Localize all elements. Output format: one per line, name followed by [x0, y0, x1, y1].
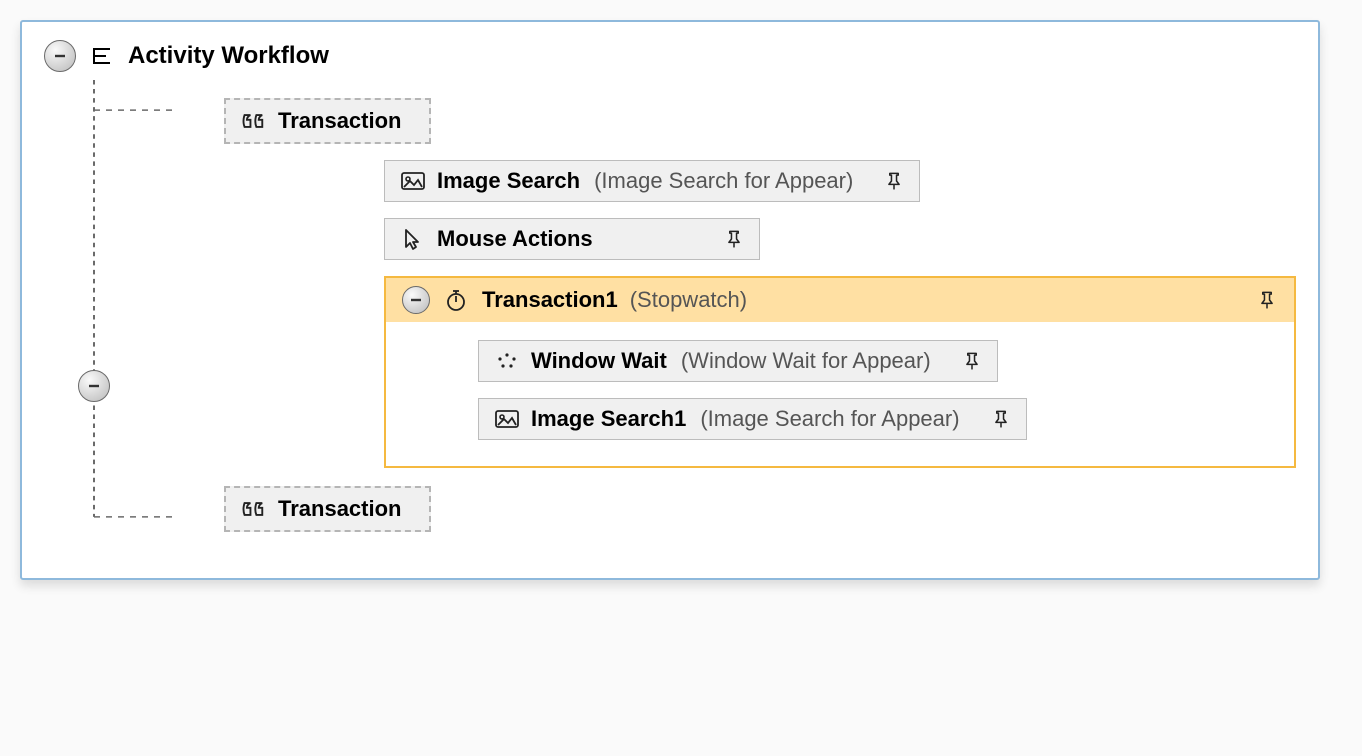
- bookend-end-label: Transaction: [278, 496, 401, 522]
- quote-icon: [240, 497, 268, 521]
- collapse-middle-button[interactable]: [78, 370, 110, 402]
- transaction1-container[interactable]: Transaction1 (Stopwatch) Window Wait (Wi…: [384, 276, 1296, 468]
- image-search1-label: Image Search1: [531, 406, 686, 432]
- bookend-start-label: Transaction: [278, 108, 401, 134]
- image-search1-desc: (Image Search for Appear): [700, 406, 959, 432]
- quote-icon: [240, 109, 268, 133]
- tree-body: Transaction Image Search (Image Search f…: [44, 80, 1296, 532]
- activity-window-wait[interactable]: Window Wait (Window Wait for Appear): [478, 340, 998, 382]
- minus-icon: [53, 49, 67, 63]
- transaction1-label: Transaction1: [482, 287, 618, 313]
- pin-icon[interactable]: [723, 228, 745, 250]
- transaction-end-bookend[interactable]: Transaction: [224, 486, 431, 532]
- pin-icon[interactable]: [1256, 289, 1278, 311]
- tree-connector: [44, 80, 174, 532]
- collapse-root-button[interactable]: [44, 40, 76, 72]
- pin-icon[interactable]: [990, 408, 1012, 430]
- collapse-transaction1-button[interactable]: [402, 286, 430, 314]
- activity-image-search1[interactable]: Image Search1 (Image Search for Appear): [478, 398, 1027, 440]
- wait-icon: [493, 349, 521, 373]
- image-search-label: Image Search: [437, 168, 580, 194]
- transaction1-children: Window Wait (Window Wait for Appear) Ima…: [386, 322, 1294, 466]
- transaction-children: Image Search (Image Search for Appear) M…: [384, 160, 1296, 468]
- minus-icon: [87, 379, 101, 393]
- image-search-desc: (Image Search for Appear): [594, 168, 853, 194]
- cursor-icon: [399, 227, 427, 251]
- activity-image-search[interactable]: Image Search (Image Search for Appear): [384, 160, 920, 202]
- workflow-panel: Activity Workflow Transaction Image Sear…: [20, 20, 1320, 580]
- workflow-icon: [88, 44, 116, 68]
- stopwatch-icon: [442, 288, 470, 312]
- activity-mouse-actions[interactable]: Mouse Actions: [384, 218, 760, 260]
- image-icon: [493, 407, 521, 431]
- minus-icon: [409, 293, 423, 307]
- mouse-actions-label: Mouse Actions: [437, 226, 593, 252]
- root-title: Activity Workflow: [128, 42, 329, 70]
- root-header: Activity Workflow: [44, 40, 1296, 72]
- transaction1-header[interactable]: Transaction1 (Stopwatch): [386, 278, 1294, 322]
- window-wait-label: Window Wait: [531, 348, 667, 374]
- image-icon: [399, 169, 427, 193]
- window-wait-desc: (Window Wait for Appear): [681, 348, 931, 374]
- pin-icon[interactable]: [961, 350, 983, 372]
- pin-icon[interactable]: [883, 170, 905, 192]
- transaction-start-bookend[interactable]: Transaction: [224, 98, 431, 144]
- transaction1-desc: (Stopwatch): [630, 287, 747, 313]
